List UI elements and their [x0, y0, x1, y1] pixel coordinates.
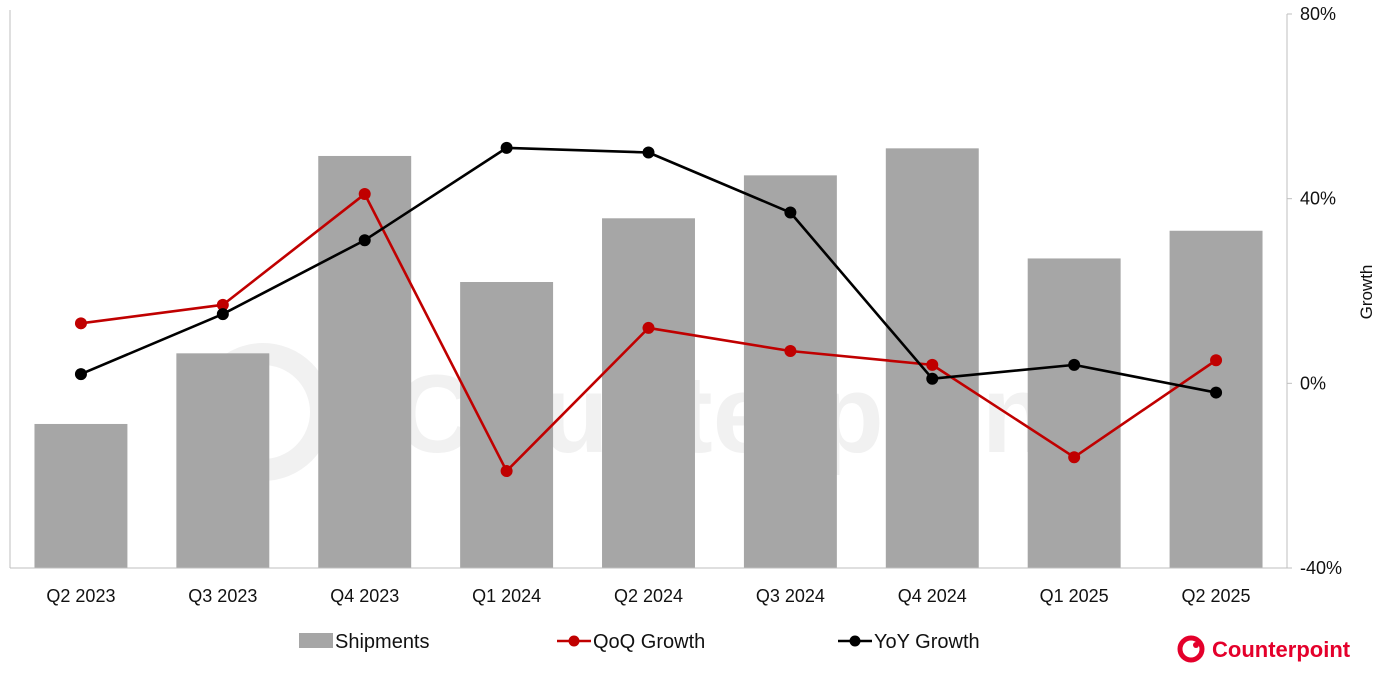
y-axis-label: Growth [1357, 265, 1376, 320]
qoq-growth-point [358, 188, 371, 201]
yoy-growth-point [216, 308, 229, 321]
bar-1 [176, 353, 270, 568]
legend-item-qoq-growth: QoQ Growth [557, 631, 705, 653]
qoq-growth-point [74, 317, 87, 330]
x-tick-label: Q4 2023 [330, 586, 399, 606]
qoq-growth-point [1068, 451, 1081, 464]
y-tick-label: -40% [1300, 558, 1342, 578]
counterpoint-logo-icon [1177, 635, 1205, 663]
qoq-growth-point [642, 321, 655, 334]
y-tick-label: 80% [1300, 4, 1336, 24]
x-tick-label: Q1 2024 [472, 586, 541, 606]
legend-item-shipments: Shipments [299, 631, 430, 653]
yoy-growth-point [1068, 358, 1081, 371]
x-tick-label: Q2 2023 [46, 586, 115, 606]
qoq-growth-point [500, 465, 513, 478]
qoq-growth-point [784, 345, 797, 358]
legend-label: Shipments [335, 631, 430, 653]
yoy-growth-point [926, 372, 939, 385]
brand-logo: Counterpoint [1177, 635, 1351, 663]
legend-label: YoY Growth [874, 631, 980, 653]
x-tick-label: Q4 2024 [898, 586, 967, 606]
legend-marker [849, 635, 861, 647]
qoq-growth-point [926, 358, 939, 371]
y-tick-label: 0% [1300, 373, 1326, 393]
yoy-growth-point [1210, 386, 1223, 399]
x-tick-label: Q3 2023 [188, 586, 257, 606]
x-tick-label: Q1 2025 [1040, 586, 1109, 606]
x-tick-label: Q2 2024 [614, 586, 683, 606]
x-tick-label: Q3 2024 [756, 586, 825, 606]
bar-7 [1027, 258, 1121, 568]
yoy-growth-point [358, 234, 371, 247]
x-axis-ticks: Q2 2023 Q3 2023 Q4 2023 Q1 2024 Q2 2024 Q3 20… [46, 586, 1250, 606]
qoq-growth-point [1210, 354, 1223, 367]
y-axis-ticks: -40% 0% 40% 80% [1287, 4, 1342, 578]
shipments-bars [34, 148, 1263, 569]
legend-marker [568, 635, 580, 647]
axes [9, 10, 1288, 569]
legend-swatch [299, 633, 333, 648]
yoy-growth-point [500, 141, 513, 154]
bar-6 [885, 148, 979, 568]
qoq-growth-point [216, 298, 229, 311]
y-tick-label: 40% [1300, 189, 1336, 209]
bar-4 [602, 218, 695, 568]
growth-lines [74, 141, 1223, 478]
bar-2 [318, 155, 412, 568]
bar-0 [34, 423, 128, 568]
bar-8 [1169, 230, 1263, 568]
brand-name: Counterpoint [1212, 637, 1351, 662]
bar-3 [460, 281, 554, 568]
legend: Shipments QoQ Growth YoY Growth [299, 631, 980, 653]
legend-item-yoy-growth: YoY Growth [838, 631, 980, 653]
legend-label: QoQ Growth [593, 631, 705, 653]
yoy-growth-point [642, 146, 655, 159]
x-tick-label: Q2 2025 [1182, 586, 1251, 606]
bar-5 [743, 175, 837, 569]
yoy-growth-point [74, 368, 87, 381]
yoy-growth-point [784, 206, 797, 219]
